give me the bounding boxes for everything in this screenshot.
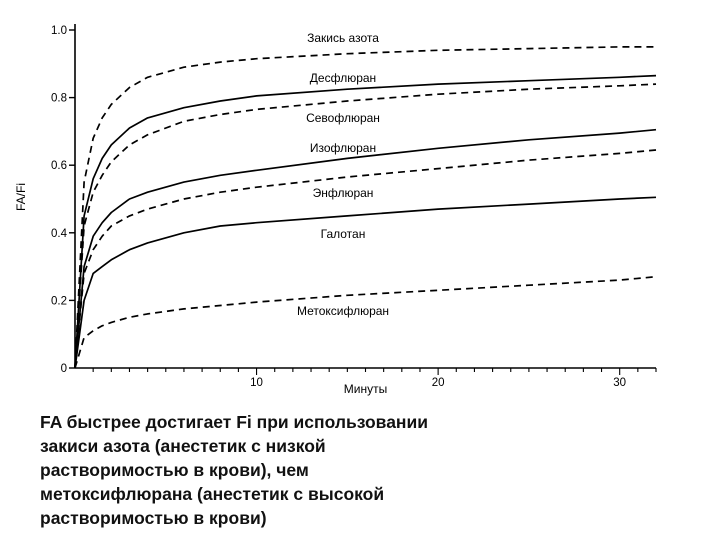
- series-line-2: [74, 74, 657, 369]
- series-line-7: [74, 275, 657, 369]
- x-tick-label: 10: [250, 377, 263, 389]
- y-tick-label: 0: [61, 363, 67, 375]
- y-tick-label: 0.6: [51, 160, 67, 172]
- series-label-4: Изофлюран: [310, 141, 376, 155]
- series-line-5: [74, 149, 657, 369]
- series-label-1: Закись азота: [307, 31, 379, 45]
- series-label-3: Севофлюран: [306, 111, 380, 125]
- series-label-2: Десфлюран: [310, 71, 376, 85]
- x-axis-title: Минуты: [344, 382, 387, 396]
- series-label-6: Галотан: [321, 227, 366, 241]
- series-labels: Закись азота Десфлюран Севофлюран Изофлюран…: [297, 31, 389, 318]
- series-line-3: [74, 83, 657, 369]
- y-axis-title: FA/Fi: [14, 183, 28, 211]
- y-tick-label: 1.0: [51, 25, 67, 37]
- x-tick-label: 20: [432, 377, 445, 389]
- uptake-chart: 0 0.2 0.4 0.6 0.8 1.0 10 20 30 Минуты FA/Fi Закись…: [14, 24, 657, 396]
- chart-axes: 0 0.2 0.4 0.6 0.8 1.0 10 20 30 Минуты FA/Fi: [14, 24, 657, 396]
- chart-lines: [74, 46, 657, 369]
- y-tick-label: 0.2: [51, 295, 67, 307]
- series-line-1: [74, 46, 656, 369]
- y-tick-label: 0.8: [51, 93, 67, 105]
- series-label-5: Энфлюран: [313, 186, 374, 200]
- y-tick-label: 0.4: [51, 228, 68, 240]
- figure-caption: FA быстрее достигает Fi при использовани…: [40, 412, 429, 528]
- series-line-6: [74, 196, 657, 369]
- x-tick-label: 30: [613, 377, 626, 389]
- series-line-4: [74, 128, 657, 369]
- series-label-7: Метоксифлюран: [297, 304, 389, 318]
